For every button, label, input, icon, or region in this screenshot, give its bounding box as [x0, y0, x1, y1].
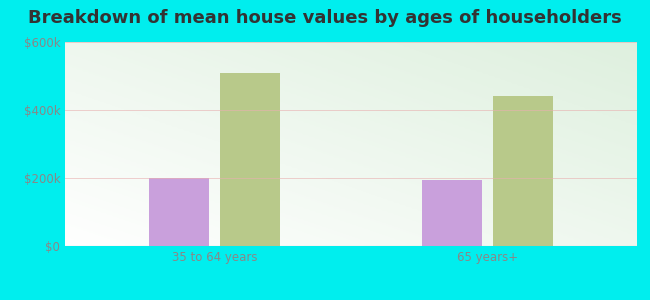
- Text: Breakdown of mean house values by ages of householders: Breakdown of mean house values by ages o…: [28, 9, 622, 27]
- Bar: [422, 180, 482, 246]
- Legend: Gisela, Arizona: Gisela, Arizona: [262, 297, 440, 300]
- Bar: [493, 96, 552, 246]
- Bar: [220, 73, 280, 246]
- Bar: [150, 178, 209, 246]
